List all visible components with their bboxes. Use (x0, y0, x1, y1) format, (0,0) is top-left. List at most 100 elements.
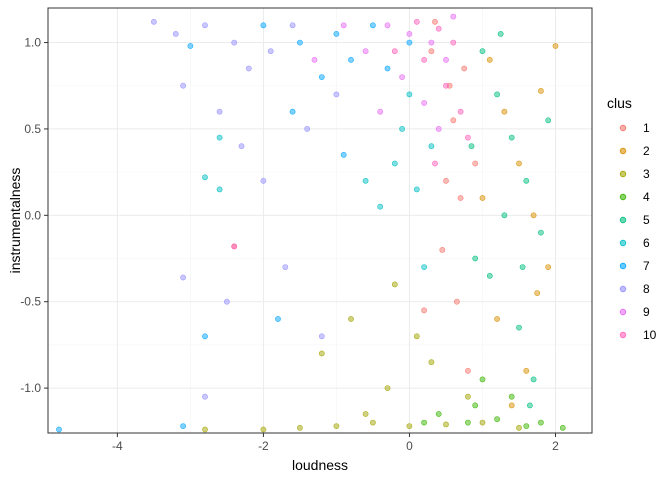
legend-swatch (619, 262, 627, 270)
data-point (479, 195, 486, 201)
data-point (523, 177, 530, 184)
data-point (432, 160, 438, 167)
data-point (275, 316, 281, 322)
data-point (494, 416, 500, 423)
data-point (523, 423, 530, 429)
data-point (508, 402, 515, 409)
data-point (468, 143, 475, 150)
data-point (260, 177, 267, 184)
data-point (461, 65, 468, 72)
data-point (516, 160, 522, 167)
legend-label: 2 (643, 144, 650, 158)
data-point (479, 48, 486, 55)
y-tick-label: 0.5 (24, 122, 41, 136)
data-point (501, 108, 508, 115)
data-point (421, 100, 427, 106)
data-point (486, 272, 493, 279)
legend-swatch (619, 170, 627, 178)
data-point (435, 411, 442, 417)
legend: clus 1 2 3 4 5 6 7 8 9 10 (607, 95, 657, 342)
data-point (216, 108, 223, 115)
data-point (421, 56, 427, 63)
y-tick-label: -0.5 (20, 295, 41, 309)
data-point (530, 212, 537, 219)
data-point (479, 419, 486, 426)
data-point (340, 22, 347, 29)
data-point (413, 333, 420, 340)
legend-swatch (619, 308, 627, 316)
legend-label: 9 (643, 305, 650, 319)
data-point (202, 393, 208, 400)
data-point (399, 74, 405, 80)
data-point (472, 402, 479, 409)
data-point (501, 212, 508, 219)
data-point (180, 274, 186, 281)
data-point (435, 125, 442, 132)
legend-label: 5 (643, 213, 650, 227)
legend-label: 6 (643, 236, 650, 250)
data-point (391, 48, 398, 55)
data-point (453, 298, 460, 305)
data-point (494, 316, 500, 322)
data-point (443, 56, 449, 63)
data-point (216, 186, 223, 193)
data-point (450, 13, 457, 20)
data-point (479, 376, 486, 383)
data-point (519, 264, 526, 270)
data-point (56, 426, 62, 433)
legend-label: 10 (643, 328, 657, 342)
data-point (457, 108, 464, 115)
data-point (406, 31, 413, 37)
legend-swatch (619, 216, 627, 224)
data-point (318, 74, 325, 80)
legend-swatch (619, 193, 627, 201)
data-point (534, 290, 541, 296)
data-point (523, 367, 530, 374)
data-point (538, 419, 544, 426)
data-point (450, 39, 457, 46)
legend-title: clus (607, 95, 632, 111)
x-tick-label: -4 (112, 439, 123, 453)
data-point (318, 333, 325, 340)
data-point (348, 316, 354, 322)
data-point (231, 39, 238, 46)
data-point (362, 177, 369, 184)
data-point (150, 18, 157, 25)
data-point (216, 134, 223, 141)
data-point (486, 56, 493, 63)
data-point (406, 39, 413, 46)
data-point (421, 419, 427, 426)
data-point (369, 22, 376, 29)
legend-label: 1 (643, 121, 650, 135)
data-point (202, 174, 208, 181)
data-point (362, 411, 369, 417)
plot-border (47, 7, 593, 434)
data-point (172, 31, 179, 37)
data-point (260, 426, 267, 433)
legend-label: 7 (643, 259, 650, 273)
data-point (508, 393, 515, 400)
data-point (238, 143, 245, 150)
legend-entries: 1 2 3 4 5 6 7 8 9 10 (619, 121, 657, 342)
data-point (439, 246, 446, 253)
data-point (384, 385, 391, 391)
data-point (435, 25, 442, 32)
data-point (333, 31, 340, 37)
legend-label: 4 (643, 190, 650, 204)
data-point (180, 82, 186, 89)
data-point (399, 125, 405, 132)
major-gridlines (48, 8, 592, 433)
data-point (202, 22, 208, 29)
data-point (464, 393, 471, 400)
x-tick-label: 2 (552, 439, 559, 453)
data-point (464, 134, 471, 141)
data-point (516, 424, 522, 431)
data-point (464, 367, 471, 374)
data-point (413, 186, 420, 193)
data-point (450, 117, 457, 124)
data-point (377, 203, 384, 210)
legend-swatch (619, 331, 627, 339)
plot-panel (48, 8, 592, 433)
